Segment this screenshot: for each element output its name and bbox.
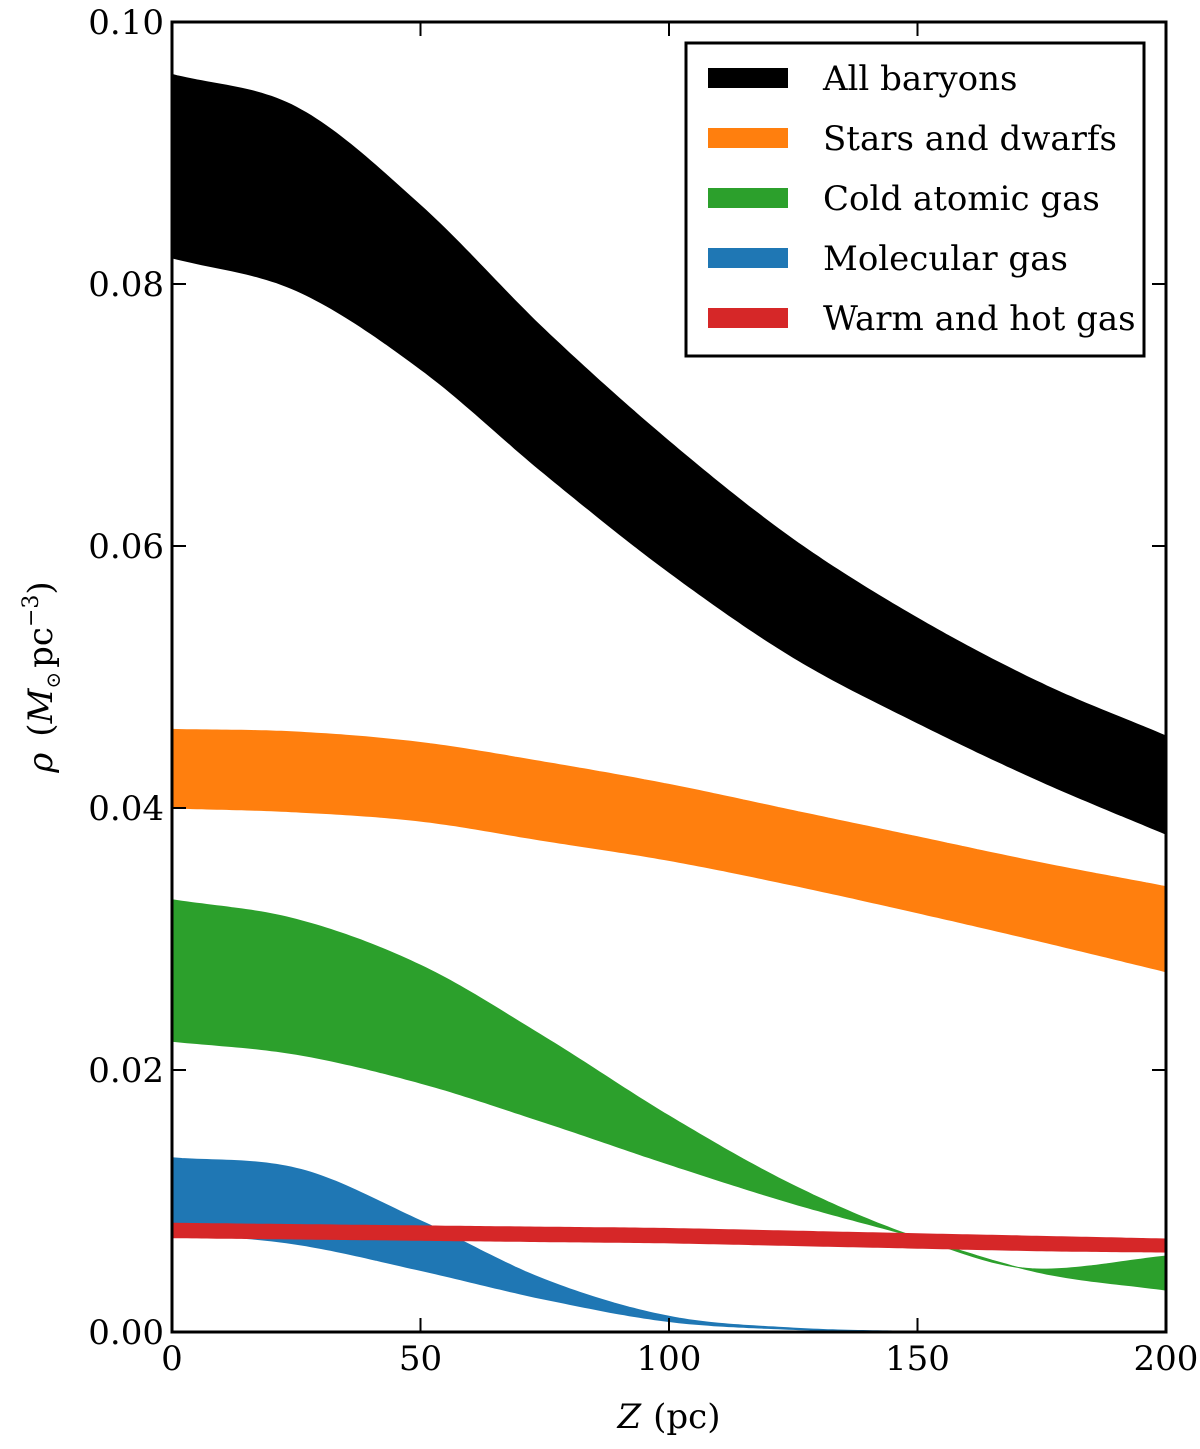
- legend-swatch-molecular-gas: [708, 248, 788, 268]
- band-warm-and-hot-gas: [172, 1222, 1166, 1253]
- legend-label-all-baryons: All baryons: [822, 59, 1017, 99]
- legend-swatch-warm-and-hot-gas: [708, 308, 788, 328]
- legend-swatch-cold-atomic-gas: [708, 188, 788, 208]
- x-tick-label: 100: [637, 1339, 702, 1379]
- y-axis-unit-mass: M: [21, 687, 61, 724]
- x-axis-label: Z (pc): [617, 1397, 721, 1437]
- y-tick-label: 0.02: [88, 1051, 164, 1091]
- y-axis-unit-pc: pc: [21, 627, 61, 668]
- y-axis-variable: ρ: [21, 753, 61, 774]
- y-axis-unit-exponent: −3: [19, 595, 44, 627]
- band-all-baryons: [172, 73, 1166, 835]
- x-tick-label: 150: [885, 1339, 950, 1379]
- band-molecular-gas: [172, 1157, 1166, 1332]
- x-axis-unit: (pc): [653, 1397, 720, 1437]
- plot-frame: [170, 20, 1168, 1334]
- legend-label-warm-and-hot-gas: Warm and hot gas: [823, 299, 1136, 339]
- x-axis-variable: Z: [617, 1397, 643, 1437]
- y-tick-label: 0.04: [88, 789, 164, 829]
- y-tick-label: 0.06: [88, 527, 164, 567]
- y-axis-unit-sun: ⊙: [41, 672, 65, 689]
- data-bands: [172, 73, 1166, 1332]
- axis-ticks: 0 50 100 150 200 0.00 0.02 0.04 0.06 0.08 0.10: [88, 3, 1198, 1379]
- band-stars-and-dwarfs: [172, 728, 1166, 973]
- legend-swatch-all-baryons: [708, 68, 788, 88]
- legend-label-cold-atomic-gas: Cold atomic gas: [823, 179, 1100, 219]
- x-tick-label: 200: [1134, 1339, 1199, 1379]
- x-tick-label: 50: [399, 1339, 442, 1379]
- legend: All baryons Stars and dwarfs Cold atomic g…: [684, 41, 1146, 358]
- x-tick-label: 0: [161, 1339, 183, 1379]
- band-cold-atomic-gas: [172, 899, 1166, 1291]
- y-axis-unit-close: ): [21, 581, 61, 594]
- y-tick-label: 0.08: [88, 265, 164, 305]
- y-axis-unit-open: (: [21, 723, 61, 736]
- y-axis-label: ρ (M⊙ pc−3): [19, 581, 65, 773]
- y-tick-label: 0.10: [88, 3, 164, 43]
- legend-label-molecular-gas: Molecular gas: [823, 239, 1068, 279]
- y-tick-label: 0.00: [88, 1313, 164, 1353]
- legend-label-stars-and-dwarfs: Stars and dwarfs: [823, 119, 1117, 159]
- legend-swatch-stars-and-dwarfs: [708, 128, 788, 148]
